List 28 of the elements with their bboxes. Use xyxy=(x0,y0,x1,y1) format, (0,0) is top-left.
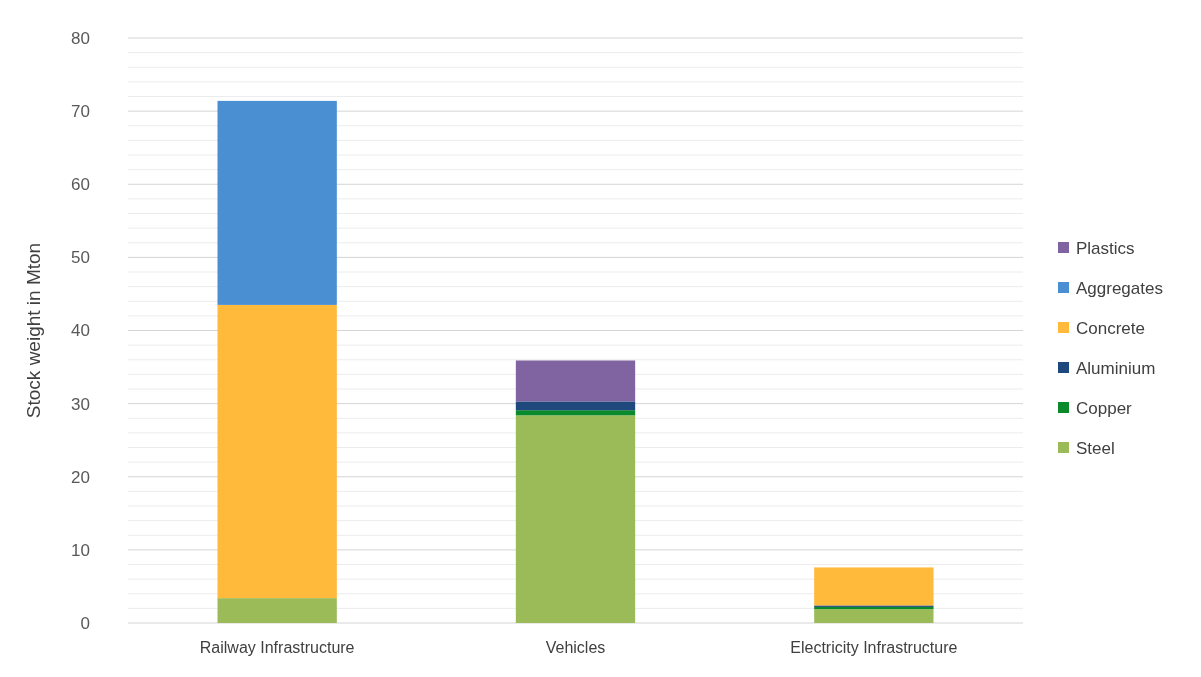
legend-label: Concrete xyxy=(1076,318,1145,338)
bar xyxy=(814,567,934,606)
legend-label: Steel xyxy=(1076,438,1115,458)
y-tick-label: 70 xyxy=(71,102,90,122)
x-tick-label: Electricity Infrastructure xyxy=(790,639,958,656)
legend-label: Aluminium xyxy=(1076,358,1156,378)
bar xyxy=(217,100,337,305)
legend-label: Aggregates xyxy=(1076,278,1163,298)
y-tick-label: 10 xyxy=(71,540,90,560)
y-tick-label: 0 xyxy=(80,613,90,633)
y-tick-label: 40 xyxy=(71,321,90,341)
y-tick-label: 80 xyxy=(71,28,90,48)
y-tick-label: 50 xyxy=(71,248,90,268)
bar xyxy=(515,415,636,623)
bar xyxy=(515,360,636,402)
legend-label: Plastics xyxy=(1076,238,1135,258)
x-tick-label: Vehicles xyxy=(545,639,606,656)
bar xyxy=(217,304,337,599)
bar xyxy=(515,401,636,411)
y-tick-label: 60 xyxy=(71,175,90,195)
bar xyxy=(217,598,337,623)
x-tick-label: Railway Infrastructure xyxy=(199,639,355,656)
y-tick-label: 20 xyxy=(71,467,90,487)
bar xyxy=(515,410,636,416)
bar xyxy=(814,609,934,623)
y-tick-label: 30 xyxy=(71,394,90,414)
legend-label: Copper xyxy=(1076,398,1133,418)
y-axis-title: Stock weight in Mton xyxy=(23,242,44,419)
